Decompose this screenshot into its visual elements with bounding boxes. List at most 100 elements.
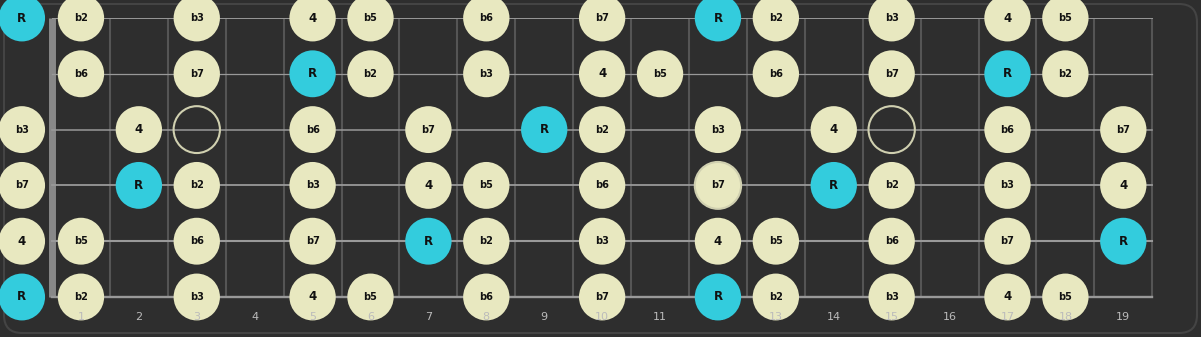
Ellipse shape	[579, 218, 626, 265]
Ellipse shape	[1100, 218, 1147, 265]
Ellipse shape	[811, 162, 858, 209]
Text: b2: b2	[596, 125, 609, 134]
Text: b7: b7	[422, 125, 435, 134]
Text: 4: 4	[18, 235, 26, 248]
Ellipse shape	[579, 162, 626, 209]
Ellipse shape	[1042, 274, 1088, 320]
Text: R: R	[17, 290, 26, 304]
Text: 7: 7	[425, 312, 432, 322]
Ellipse shape	[579, 274, 626, 320]
Text: b3: b3	[305, 180, 319, 190]
Text: b2: b2	[769, 13, 783, 23]
Ellipse shape	[868, 50, 915, 97]
Text: b2: b2	[364, 69, 377, 79]
Ellipse shape	[0, 106, 46, 153]
Ellipse shape	[58, 0, 104, 41]
Ellipse shape	[347, 274, 394, 320]
Ellipse shape	[174, 274, 220, 320]
Ellipse shape	[0, 0, 46, 41]
Text: 6: 6	[368, 312, 374, 322]
Text: R: R	[539, 123, 549, 136]
Ellipse shape	[985, 162, 1030, 209]
Ellipse shape	[695, 162, 741, 209]
Text: b7: b7	[14, 180, 29, 190]
Text: R: R	[135, 179, 143, 192]
Text: 4: 4	[309, 290, 317, 304]
Text: 4: 4	[251, 312, 258, 322]
FancyBboxPatch shape	[4, 4, 1197, 333]
Ellipse shape	[1042, 0, 1088, 41]
Ellipse shape	[695, 218, 741, 265]
Text: 4: 4	[1003, 290, 1011, 304]
Text: b5: b5	[653, 69, 667, 79]
Text: R: R	[829, 179, 838, 192]
Text: b7: b7	[1000, 236, 1015, 246]
Text: b7: b7	[711, 180, 725, 190]
Text: b5: b5	[74, 236, 88, 246]
Ellipse shape	[405, 106, 452, 153]
Text: R: R	[1003, 67, 1012, 80]
Ellipse shape	[579, 0, 626, 41]
Text: b6: b6	[479, 13, 494, 23]
Text: 10: 10	[596, 312, 609, 322]
Text: 9: 9	[540, 312, 548, 322]
Text: b7: b7	[885, 69, 898, 79]
Ellipse shape	[289, 50, 336, 97]
Ellipse shape	[174, 50, 220, 97]
Text: b5: b5	[364, 13, 377, 23]
Text: 4: 4	[713, 235, 722, 248]
Text: b5: b5	[364, 292, 377, 302]
Ellipse shape	[868, 274, 915, 320]
Text: b2: b2	[769, 292, 783, 302]
Text: b7: b7	[596, 292, 609, 302]
Text: R: R	[1119, 235, 1128, 248]
Ellipse shape	[637, 50, 683, 97]
Text: 4: 4	[1003, 11, 1011, 25]
Ellipse shape	[868, 218, 915, 265]
Ellipse shape	[58, 50, 104, 97]
Text: 4: 4	[598, 67, 607, 80]
Text: b5: b5	[479, 180, 494, 190]
Text: b2: b2	[190, 180, 204, 190]
Text: 19: 19	[1116, 312, 1130, 322]
Ellipse shape	[985, 50, 1030, 97]
Ellipse shape	[289, 0, 336, 41]
Text: b7: b7	[305, 236, 319, 246]
Text: R: R	[17, 11, 26, 25]
Text: b3: b3	[190, 292, 204, 302]
Text: 17: 17	[1000, 312, 1015, 322]
Text: 8: 8	[483, 312, 490, 322]
Text: b3: b3	[885, 13, 898, 23]
Text: 2: 2	[136, 312, 143, 322]
Text: 4: 4	[424, 179, 432, 192]
Text: 18: 18	[1058, 312, 1072, 322]
Text: b3: b3	[1000, 180, 1015, 190]
Text: 11: 11	[653, 312, 667, 322]
Text: b6: b6	[74, 69, 88, 79]
Ellipse shape	[347, 50, 394, 97]
Text: b7: b7	[1117, 125, 1130, 134]
Ellipse shape	[464, 162, 509, 209]
Text: 4: 4	[1119, 179, 1128, 192]
Ellipse shape	[174, 0, 220, 41]
Ellipse shape	[811, 106, 858, 153]
Text: R: R	[307, 67, 317, 80]
Text: b6: b6	[479, 292, 494, 302]
Ellipse shape	[868, 162, 915, 209]
Ellipse shape	[289, 274, 336, 320]
Ellipse shape	[1100, 162, 1147, 209]
Ellipse shape	[1042, 50, 1088, 97]
Ellipse shape	[985, 106, 1030, 153]
Ellipse shape	[753, 50, 799, 97]
Text: b3: b3	[711, 125, 725, 134]
Text: 4: 4	[135, 123, 143, 136]
Ellipse shape	[58, 274, 104, 320]
Text: b2: b2	[479, 236, 494, 246]
Ellipse shape	[985, 274, 1030, 320]
Text: b5: b5	[1058, 13, 1072, 23]
Ellipse shape	[0, 218, 46, 265]
Text: 4: 4	[830, 123, 838, 136]
Text: b3: b3	[596, 236, 609, 246]
Ellipse shape	[695, 274, 741, 320]
Ellipse shape	[405, 162, 452, 209]
